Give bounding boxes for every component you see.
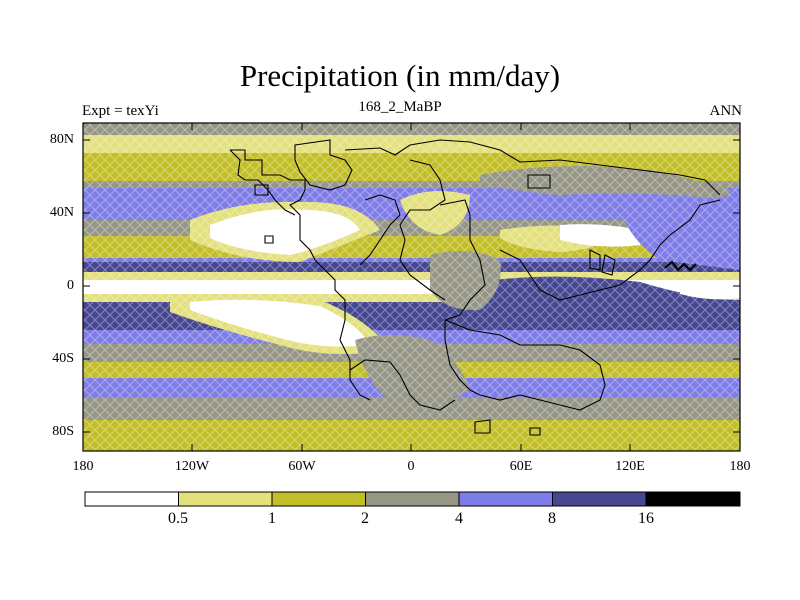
- heavy-precip-contour: [664, 260, 697, 272]
- colorbar-swatch-2: [272, 492, 366, 506]
- precip-field: [83, 123, 740, 451]
- x-tick-label: 60W: [288, 459, 316, 474]
- experiment-label: Expt = texYi: [82, 103, 159, 119]
- y-tick-label: 40N: [49, 205, 74, 220]
- x-tick-label: 180: [72, 459, 94, 474]
- y-tick-label: 80N: [49, 132, 74, 147]
- y-tick-label: 80S: [52, 424, 74, 439]
- colorbar-label: 4: [455, 510, 463, 527]
- x-tick-label: 0: [407, 459, 415, 474]
- x-tick-label: 180: [729, 459, 751, 474]
- run-label: 168_2_MaBP: [358, 99, 442, 115]
- colorbar: [84, 491, 741, 507]
- tick-marks: [83, 123, 740, 451]
- coastlines: [229, 139, 721, 436]
- colorbar-swatch-6: [646, 492, 740, 506]
- colorbar-label: 2: [361, 510, 369, 527]
- colorbar-label: 1: [268, 510, 276, 527]
- colorbar-label: 0.5: [168, 510, 188, 527]
- y-tick-label: 0: [67, 278, 74, 293]
- y-tick-label: 40S: [52, 351, 74, 366]
- colorbar-swatch-3: [365, 492, 459, 506]
- colorbar-label: 16: [638, 510, 654, 527]
- x-tick-label: 60E: [509, 459, 533, 474]
- colorbar-swatch-4: [459, 492, 553, 506]
- colorbar-swatch-0: [85, 492, 179, 506]
- colorbar-swatch-5: [552, 492, 646, 506]
- colorbar-swatch-1: [178, 492, 272, 506]
- colorbar-label: 8: [548, 510, 556, 527]
- x-tick-label: 120W: [174, 459, 210, 474]
- season-label: ANN: [709, 103, 743, 119]
- map-title: Precipitation (in mm/day): [239, 58, 561, 93]
- x-tick-label: 120E: [615, 459, 645, 474]
